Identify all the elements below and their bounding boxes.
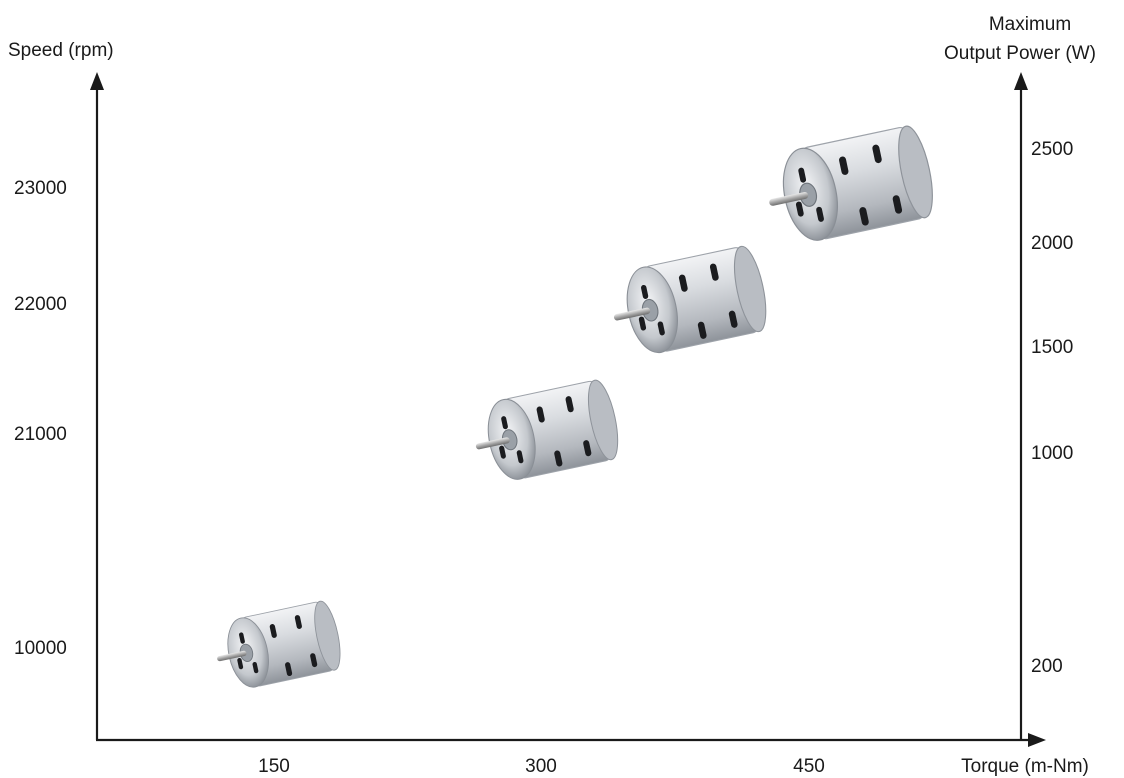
motor-point — [217, 600, 341, 688]
data-points — [217, 125, 933, 688]
left-y-tick-label: 10000 — [14, 638, 67, 659]
right-y-tick-label: 1000 — [1031, 443, 1073, 464]
x-tick-labels: 150 300 450 — [258, 756, 825, 777]
left-y-tick-labels: 10000 21000 22000 23000 — [14, 178, 67, 659]
left-y-tick-label: 23000 — [14, 178, 67, 199]
x-axis-label: Torque (m-Nm) — [961, 756, 1089, 777]
right-y-axis-label-line1: Maximum — [989, 14, 1071, 35]
right-y-tick-label: 1500 — [1031, 337, 1073, 358]
motor-point — [769, 125, 933, 241]
right-y-axis-label-line2: Output Power (W) — [944, 43, 1096, 64]
left-y-axis-label: Speed (rpm) — [8, 40, 114, 61]
right-y-tick-label: 2000 — [1031, 233, 1073, 254]
right-y-tick-labels: 200 1000 1500 2000 2500 — [1031, 139, 1073, 677]
motor-point — [613, 245, 767, 354]
right-y-axis-arrow — [1014, 72, 1028, 90]
x-axis-arrow — [1028, 733, 1046, 747]
x-tick-label: 450 — [793, 756, 825, 777]
left-y-axis-arrow — [90, 72, 104, 90]
motor-point — [475, 379, 619, 480]
right-y-tick-label: 2500 — [1031, 139, 1073, 160]
left-y-tick-label: 22000 — [14, 294, 67, 315]
x-tick-label: 300 — [525, 756, 557, 777]
x-tick-label: 150 — [258, 756, 290, 777]
left-y-tick-label: 21000 — [14, 424, 67, 445]
right-y-tick-label: 200 — [1031, 656, 1063, 677]
